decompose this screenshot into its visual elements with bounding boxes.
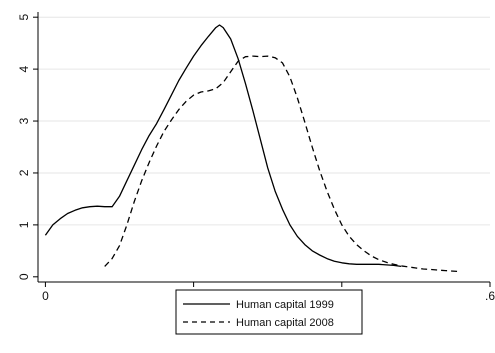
- y-tick-label: 2: [17, 169, 31, 176]
- y-tick-label: 4: [17, 65, 31, 72]
- legend: Human capital 1999 Human capital 2008: [175, 289, 363, 335]
- x-tick-label: .6: [485, 289, 495, 303]
- y-tick-label: 0: [17, 273, 31, 280]
- legend-label-1999: Human capital 1999: [236, 299, 334, 311]
- x-tick-label: 0: [42, 289, 49, 303]
- grid-layer: [38, 16, 490, 226]
- y-tick-label: 5: [17, 14, 31, 21]
- axis-layer: [37, 12, 490, 283]
- series-line-1: [104, 55, 461, 273]
- series-layer: [44, 24, 461, 273]
- legend-box: [175, 289, 363, 335]
- legend-label-2008: Human capital 2008: [236, 317, 334, 329]
- series-line-0: [44, 24, 402, 268]
- y-tick-label: 3: [17, 117, 31, 124]
- y-tick-label: 1: [17, 221, 31, 228]
